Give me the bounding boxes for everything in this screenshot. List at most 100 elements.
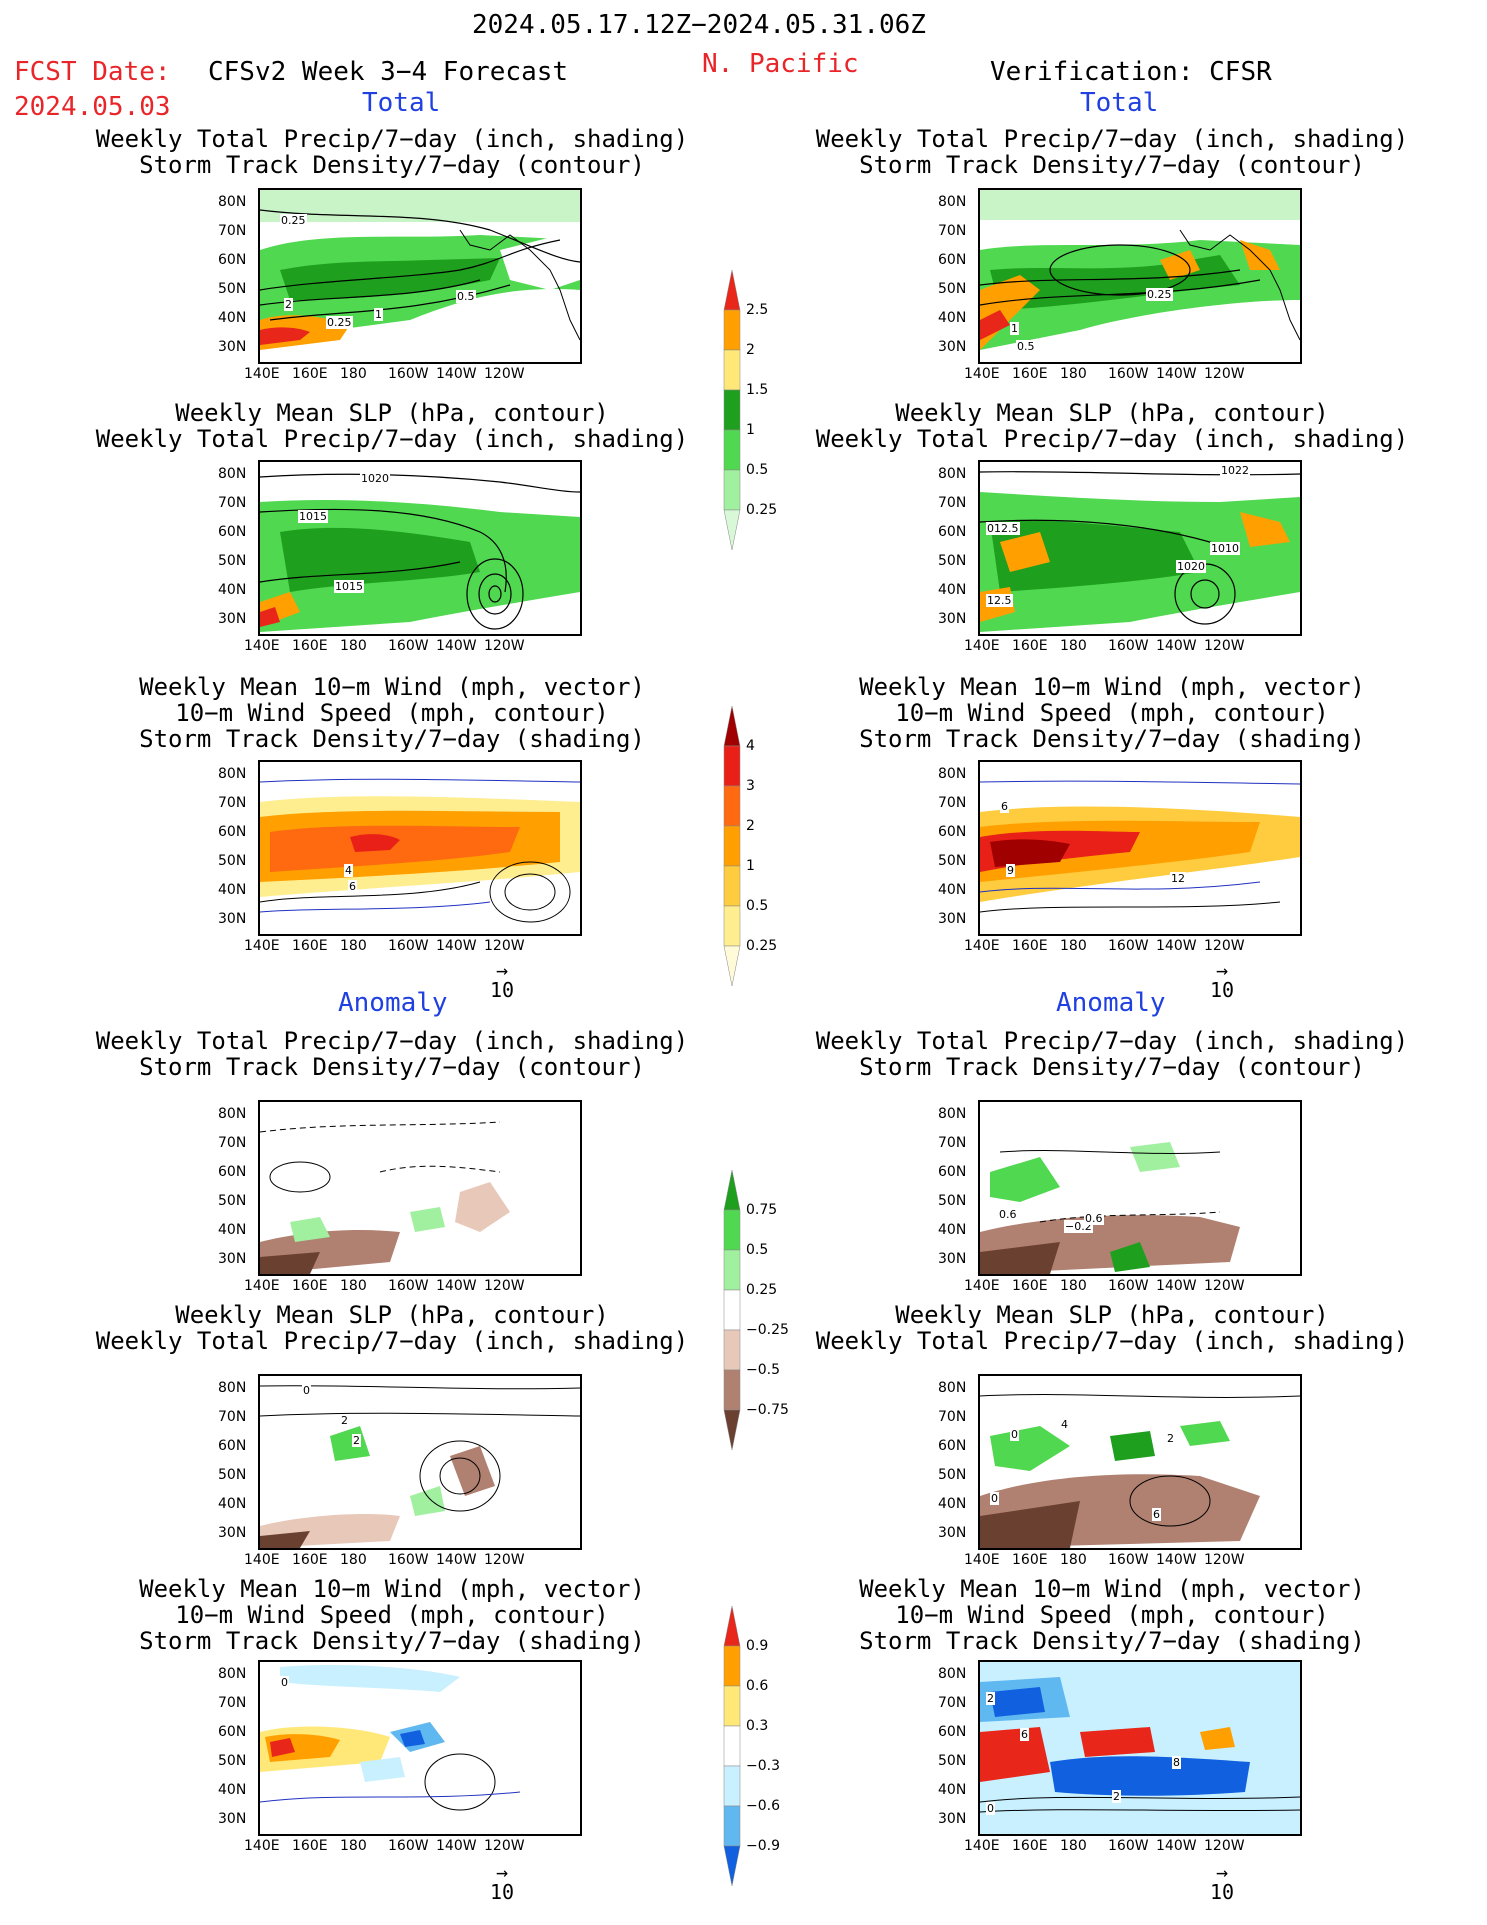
contour-label: 1010	[1210, 542, 1240, 555]
lat-tick: 60N	[938, 1164, 967, 1180]
lat-tick: 30N	[938, 1251, 967, 1267]
contour-label: 1020	[1176, 560, 1206, 573]
contour-label: 0	[302, 1384, 311, 1397]
lon-tick: 160E	[292, 1838, 328, 1854]
colorbar-label: −0.75	[746, 1402, 789, 1418]
title-right-p4: Weekly Total Precip/7−day (inch, shading…	[815, 1027, 1409, 1081]
vector-ref-arrow-anom-right: →	[1215, 1860, 1229, 1884]
section-anomaly-left: Anomaly	[338, 988, 448, 1018]
vector-ref-value-total-left: 10	[489, 978, 515, 1002]
lat-tick: 70N	[938, 795, 967, 811]
colorbar-swatch	[723, 785, 741, 827]
lon-tick: 120W	[1204, 1552, 1245, 1568]
lat-tick: 40N	[938, 1496, 967, 1512]
lat-tick: 30N	[218, 611, 247, 627]
lon-tick: 140W	[1156, 366, 1197, 382]
colorbar-label: 0.3	[746, 1718, 769, 1734]
lon-tick: 160E	[292, 638, 328, 654]
title-right-p5: Weekly Mean SLP (hPa, contour) Weekly To…	[815, 1301, 1409, 1355]
lon-tick: 160E	[1012, 638, 1048, 654]
colorbar-label: 0.25	[746, 502, 778, 518]
colorbar-swatch	[723, 309, 741, 351]
lat-tick: 80N	[218, 466, 247, 482]
lat-tick: 80N	[218, 194, 247, 210]
lat-tick: 50N	[218, 853, 247, 869]
colorbar-label: 2.5	[746, 302, 769, 318]
lon-tick: 160W	[1108, 366, 1149, 382]
lon-tick: 140W	[1156, 1552, 1197, 1568]
lat-tick: 80N	[938, 194, 967, 210]
lon-tick: 140W	[1156, 1278, 1197, 1294]
contour-label: 1015	[298, 510, 328, 523]
lon-tick: 160E	[292, 1552, 328, 1568]
contour-label: 2	[1112, 1790, 1121, 1803]
lat-tick: 60N	[218, 1724, 247, 1740]
map-anomaly-slp-precip-forecast	[258, 1374, 582, 1550]
contour-label: 6	[348, 880, 357, 893]
lon-tick: 160E	[292, 1278, 328, 1294]
lon-tick: 180	[1060, 366, 1087, 382]
contour-label: 0	[280, 1676, 289, 1689]
lat-tick: 40N	[218, 882, 247, 898]
contour-label: 6	[1152, 1508, 1161, 1521]
contour-label: 6	[1020, 1728, 1029, 1741]
lat-tick: 40N	[218, 582, 247, 598]
colorbar-swatch	[723, 429, 741, 471]
lon-tick: 160W	[388, 366, 429, 382]
lat-tick: 40N	[938, 1222, 967, 1238]
lat-tick: 70N	[218, 1409, 247, 1425]
contour-label: 12.5	[986, 594, 1013, 607]
lat-tick: 60N	[218, 1438, 247, 1454]
lat-tick: 70N	[218, 1695, 247, 1711]
lat-tick: 30N	[218, 1251, 247, 1267]
lon-tick: 120W	[1204, 938, 1245, 954]
colorbar-label: 1.5	[746, 382, 769, 398]
lat-tick: 30N	[218, 1525, 247, 1541]
contour-label: 4	[344, 864, 353, 877]
lat-tick: 50N	[938, 1467, 967, 1483]
lat-tick: 80N	[938, 766, 967, 782]
colorbar-swatch	[723, 1725, 741, 1767]
lon-tick: 140E	[964, 1838, 1000, 1854]
lon-tick: 140E	[244, 938, 280, 954]
colorbar-label: −0.3	[746, 1758, 780, 1774]
fcst-date-value: 2024.05.03	[14, 92, 171, 122]
contour-label: 0.6	[1084, 1212, 1104, 1225]
lat-tick: 70N	[938, 1409, 967, 1425]
colorbar-precip-total	[723, 270, 741, 551]
lon-tick: 140W	[1156, 638, 1197, 654]
contour-label: 0.5	[456, 290, 476, 303]
lat-tick: 30N	[938, 1811, 967, 1827]
contour-label: 9	[1006, 864, 1015, 877]
colorbar-swatch	[723, 389, 741, 431]
colorbar-swatch	[723, 1209, 741, 1251]
colorbar-label: 0.25	[746, 938, 778, 954]
lon-tick: 160E	[1012, 1552, 1048, 1568]
lat-tick: 40N	[218, 1496, 247, 1512]
map-anomaly-wind-storm-forecast	[258, 1660, 582, 1836]
lon-tick: 180	[340, 638, 367, 654]
lat-tick: 50N	[938, 1753, 967, 1769]
lon-tick: 140W	[436, 938, 477, 954]
lat-tick: 60N	[938, 1438, 967, 1454]
colorbar-swatch	[723, 1289, 741, 1331]
lat-tick: 30N	[938, 911, 967, 927]
map-total-slp-precip-verification	[978, 460, 1302, 636]
lon-tick: 140W	[436, 1552, 477, 1568]
lon-tick: 160W	[388, 1552, 429, 1568]
lon-tick: 120W	[1204, 1278, 1245, 1294]
colorbar-swatch	[723, 1606, 741, 1647]
lon-tick: 120W	[484, 1838, 525, 1854]
lon-tick: 180	[340, 1838, 367, 1854]
region-title: N. Pacific	[702, 49, 859, 79]
lat-tick: 30N	[938, 1525, 967, 1541]
map-total-precip-storm-verification	[978, 188, 1302, 364]
contour-label: 1015	[334, 580, 364, 593]
contour-label: 4	[1060, 1418, 1069, 1431]
lon-tick: 140E	[964, 1278, 1000, 1294]
colorbar-label: 0.5	[746, 1242, 769, 1258]
contour-label: 0	[1010, 1428, 1019, 1441]
lat-tick: 40N	[218, 1222, 247, 1238]
lat-tick: 70N	[938, 495, 967, 511]
lat-tick: 50N	[938, 853, 967, 869]
